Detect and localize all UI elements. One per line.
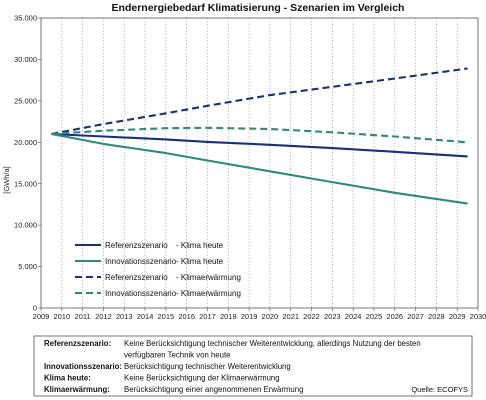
note-key: Klima heute:	[44, 374, 91, 383]
note-key: Klimaerwärmung:	[44, 385, 110, 394]
series-line-3	[51, 67, 468, 136]
y-axis: 0 5.000 10.000 15.000 20.000 25.000 30.000 35.0…	[14, 14, 41, 313]
series-1-point	[207, 141, 209, 143]
series-2-point	[331, 181, 333, 183]
series-4-point	[331, 131, 333, 133]
series-1-point	[103, 136, 105, 138]
y-tick-label: 35.000	[14, 14, 37, 23]
series-2-point	[165, 152, 167, 154]
chart-title: Endernergiebedarf Klimatisierung - Szena…	[112, 2, 405, 14]
x-tick-label: 2020	[262, 312, 279, 321]
x-tick-label: 2018	[220, 312, 237, 321]
y-tick-label: 5.000	[18, 262, 37, 271]
series-line-4	[51, 126, 468, 144]
series-4-point	[207, 127, 209, 129]
x-tick-label: 2023	[324, 312, 341, 321]
x-tick-label: 2010	[53, 312, 70, 321]
series-4-point	[51, 133, 53, 135]
series-3-point	[269, 94, 271, 96]
x-tick-label: 2013	[116, 312, 133, 321]
x-tick-label: 2029	[449, 312, 466, 321]
series-3-point	[394, 78, 396, 80]
x-tick-label: 2026	[386, 312, 403, 321]
x-tick-label: 2030	[470, 312, 486, 321]
series-2-point	[207, 160, 209, 162]
legend-label-4: Innovationsszenario	[105, 289, 177, 298]
series-4-point	[269, 128, 271, 130]
legend-suffix-1: - Klima heute	[176, 241, 224, 250]
legend-suffix-4: - Klimaerwärmung	[176, 289, 241, 298]
legend-suffix-2: - Klima heute	[176, 257, 224, 266]
series-line-2	[51, 132, 468, 205]
series-1-point	[467, 155, 469, 157]
series-3-point	[165, 112, 167, 114]
source-label: Quelle: ECOFYS	[411, 385, 468, 394]
series-1-point	[394, 151, 396, 153]
note-key: Innovationsszenario:	[44, 362, 122, 371]
legend-label-3: Referenzszenario	[105, 273, 168, 282]
x-tick-label: 2017	[199, 312, 216, 321]
series-group	[51, 67, 469, 205]
series-2-point	[467, 203, 469, 205]
series-2-point	[394, 192, 396, 194]
x-tick-label: 2009	[33, 312, 50, 321]
note-text: Berücksichtigung technischer Weiterentwi…	[124, 362, 291, 371]
note-text: Keine Berücksichtigung der Klimaerwärmun…	[124, 374, 280, 383]
series-1-point	[165, 138, 167, 140]
note-text: verfügbaren Technik von heute	[124, 351, 231, 360]
plot-frame	[40, 17, 479, 309]
series-4-point	[394, 136, 396, 138]
y-axis-label: [GWh/a]	[2, 166, 11, 194]
grid-lines	[61, 18, 458, 308]
series-line-1	[51, 132, 468, 158]
x-tick-label: 2021	[282, 312, 299, 321]
legend-suffix-3: - Klimaerwärmung	[176, 273, 241, 282]
x-tick-label: 2019	[241, 312, 258, 321]
series-3-point	[331, 86, 333, 88]
plot-area	[40, 17, 479, 309]
x-tick-label: 2015	[158, 312, 175, 321]
x-tick-label: 2027	[407, 312, 424, 321]
note-text: Berücksichtigung einer angenommenen Erwä…	[124, 385, 303, 394]
x-tick-label: 2028	[428, 312, 445, 321]
y-tick-label: 0	[33, 304, 37, 313]
series-3-point	[207, 105, 209, 107]
legend: Referenzszenario - Klima heuteInnovations…	[75, 241, 241, 298]
x-tick-label: 2014	[137, 312, 154, 321]
series-4-point	[103, 130, 105, 132]
legend-label-2: Innovationsszenario	[105, 257, 177, 266]
x-tick-label: 2012	[95, 312, 112, 321]
x-tick-label: 2022	[303, 312, 320, 321]
x-tick-label: 2011	[75, 312, 91, 321]
series-4-point	[165, 127, 167, 129]
y-tick-label: 20.000	[14, 138, 37, 147]
series-3-point	[103, 123, 105, 125]
y-tick-label: 15.000	[14, 179, 37, 188]
y-tick-label: 10.000	[14, 221, 37, 230]
notes-box: Referenzszenario: Keine Berücksichtigung …	[33, 335, 473, 397]
legend-label-1: Referenzszenario	[105, 241, 168, 250]
series-1-point	[331, 147, 333, 149]
series-4-point	[467, 141, 469, 143]
x-tick-label: 2016	[178, 312, 195, 321]
series-3-point	[467, 68, 469, 70]
x-axis: 2009 2010 2011 2012 2013 2014 2015 2016 2017 2018…	[33, 308, 486, 321]
series-2-point	[103, 143, 105, 145]
series-1-point	[269, 144, 271, 146]
note-text: Keine Berücksichtigung technischer Weite…	[124, 339, 421, 348]
notes-frame	[33, 335, 473, 397]
x-tick-label: 2025	[366, 312, 383, 321]
series-2-point	[269, 170, 271, 172]
y-tick-label: 25.000	[14, 96, 37, 105]
y-tick-label: 30.000	[14, 55, 37, 64]
x-tick-label: 2024	[345, 312, 362, 321]
note-key: Referenzszenario:	[44, 339, 111, 348]
